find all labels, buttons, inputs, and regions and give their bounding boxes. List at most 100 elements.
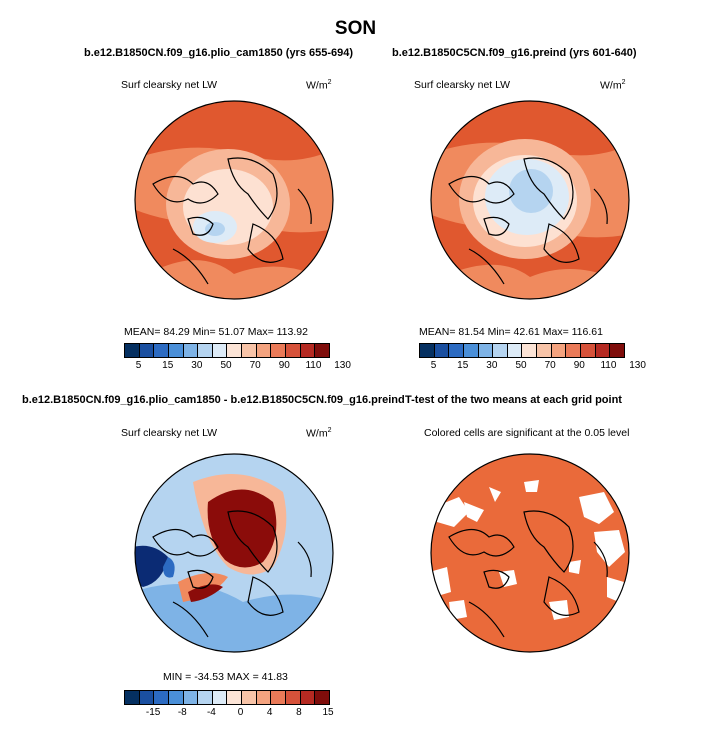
colorbar-ticks-difference: -15 -8 -4 0 4 8 15	[124, 707, 334, 719]
colorbar-tick-label: 50	[515, 360, 527, 371]
colorbar-swatch	[493, 344, 508, 357]
colorbar-swatch	[227, 344, 243, 357]
colorbar-swatch	[286, 344, 301, 357]
colorbar-ticks-plio: 5 15 30 50 70 90 110 130	[124, 360, 351, 372]
colorbar-preind	[419, 343, 625, 358]
colorbar-swatch	[522, 344, 538, 357]
colorbar-tick-label: 110	[305, 360, 322, 371]
colorbar-swatch	[154, 344, 169, 357]
colorbar-swatch	[139, 691, 155, 704]
colorbar-swatch	[300, 344, 316, 357]
colorbar-swatch	[212, 344, 228, 357]
variable-label-diff: Surf clearsky net LW	[121, 427, 218, 439]
colorbar-tick-label: 90	[278, 360, 290, 371]
colorbar-swatch	[581, 344, 596, 357]
colorbar-tick-label: 30	[486, 360, 498, 371]
significance-label: Colored cells are significant at the 0.0…	[424, 427, 630, 439]
field-deep-red	[207, 489, 277, 568]
colorbar-swatch	[595, 344, 611, 357]
colorbar-tick-label: 5	[135, 360, 142, 371]
colorbar-tick-label: 50	[220, 360, 232, 371]
colorbar-tick-label: 5	[430, 360, 437, 371]
colorbar-tick-label: 30	[191, 360, 203, 371]
colorbar-swatch	[315, 691, 329, 704]
colorbar-swatch	[242, 344, 257, 357]
panel-heading-diff: b.e12.B1850CN.f09_g16.plio_cam1850 - b.e…	[22, 394, 405, 406]
colorbar-swatch	[183, 691, 199, 704]
colorbar-swatch	[168, 691, 184, 704]
coastlines	[448, 157, 608, 285]
colorbar-tick-label: 0	[237, 707, 244, 718]
colorbar-tick-label: 15	[322, 707, 334, 718]
colorbar-swatch	[256, 691, 272, 704]
colorbar-swatch	[300, 691, 316, 704]
figure-title: SON	[334, 18, 377, 39]
colorbar-tick-label: 130	[334, 360, 351, 371]
colorbar-swatch	[125, 691, 140, 704]
colorbar-swatch	[434, 344, 450, 357]
colorbar-tick-label: 8	[296, 707, 302, 718]
colorbar-swatch	[168, 344, 184, 357]
polar-map-plio	[134, 100, 334, 300]
colorbar-swatch	[212, 691, 228, 704]
colorbar-swatch	[139, 344, 155, 357]
field-cool-light	[205, 222, 225, 236]
variable-label-plio: Surf clearsky net LW	[121, 79, 218, 91]
colorbar-swatch	[463, 344, 479, 357]
colorbar-tick-label: -4	[206, 707, 216, 718]
colorbar-swatch	[537, 344, 552, 357]
polar-map-preind	[430, 100, 630, 300]
units-label-plio: W/m2	[306, 79, 332, 92]
coastlines	[448, 510, 608, 638]
polar-map-significance	[430, 453, 630, 653]
colorbar-tick-label: 15	[457, 360, 469, 371]
colorbar-swatch	[256, 344, 272, 357]
variable-label-preind: Surf clearsky net LW	[414, 79, 511, 91]
colorbar-difference	[124, 690, 330, 705]
colorbar-tick-label: 4	[266, 707, 273, 718]
colorbar-swatch	[420, 344, 435, 357]
colorbar-tick-label: 110	[600, 360, 617, 371]
colorbar-swatch	[227, 691, 243, 704]
non-significant-cells	[431, 480, 625, 620]
panel-heading-preind: b.e12.B1850C5CN.f09_g16.preind (yrs 601-…	[392, 47, 637, 59]
colorbar-swatch	[154, 691, 169, 704]
colorbar-tick-label: 15	[162, 360, 174, 371]
colorbar-ticks-preind: 5 15 30 50 70 90 110 130	[419, 360, 646, 372]
field-cool-dark	[163, 557, 175, 578]
colorbar-tick-label: 70	[544, 360, 556, 371]
colorbar-swatch	[315, 344, 329, 357]
colorbar-swatch	[478, 344, 494, 357]
colorbar-tick-label: -15	[145, 707, 161, 718]
colorbar-tick-label: -8	[177, 707, 187, 718]
colorbar-swatch	[286, 691, 301, 704]
coastlines	[152, 157, 312, 285]
colorbar-swatch	[198, 691, 213, 704]
field-deep-red-2	[188, 584, 223, 602]
colorbar-swatch	[507, 344, 523, 357]
colorbar-swatch	[449, 344, 464, 357]
colorbar-tick-label: 90	[573, 360, 585, 371]
colorbar-swatch	[271, 691, 287, 704]
colorbar-swatch	[566, 344, 582, 357]
colorbar-tick-label: 70	[249, 360, 261, 371]
field-navy	[135, 545, 168, 587]
panel-heading-plio: b.e12.B1850CN.f09_g16.plio_cam1850 (yrs …	[84, 47, 354, 59]
colorbar-swatch	[198, 344, 213, 357]
colorbar-plio	[124, 343, 330, 358]
colorbar-tick-label: 130	[629, 360, 646, 371]
panel-heading-ttest: T-test of the two means at each grid poi…	[405, 394, 622, 406]
colorbar-swatch	[183, 344, 199, 357]
colorbar-swatch	[125, 344, 140, 357]
coastlines	[152, 510, 312, 638]
field-cool-light	[509, 169, 553, 213]
stats-preind: MEAN= 81.54 Min= 42.61 Max= 116.61	[419, 326, 603, 338]
stats-plio: MEAN= 84.29 Min= 51.07 Max= 113.92	[124, 326, 308, 338]
polar-map-difference	[134, 453, 334, 653]
colorbar-swatch	[242, 691, 257, 704]
colorbar-swatch	[271, 344, 287, 357]
stats-difference: MIN = -34.53 MAX = 41.83	[163, 671, 288, 683]
colorbar-swatch	[551, 344, 567, 357]
units-label-preind: W/m2	[600, 79, 626, 92]
units-label-diff: W/m2	[306, 427, 332, 440]
